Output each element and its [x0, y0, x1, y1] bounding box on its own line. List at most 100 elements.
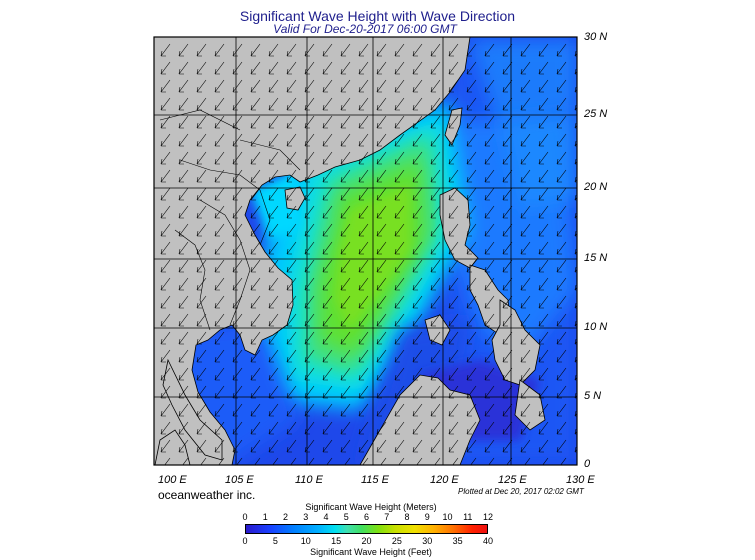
direction-arrow — [502, 439, 513, 453]
direction-arrow — [323, 457, 333, 465]
direction-arrow — [466, 259, 477, 273]
lat-label-5: 5 N — [584, 390, 602, 402]
direction-arrow — [412, 241, 423, 255]
direction-arrow — [214, 205, 225, 219]
direction-arrow — [376, 205, 387, 219]
direction-arrow — [304, 79, 315, 93]
direction-arrow — [556, 115, 567, 129]
direction-arrow — [412, 205, 423, 219]
direction-arrow — [196, 259, 207, 273]
colorbar-feet-tick: 35 — [452, 536, 463, 546]
colorbar-feet-tick: 30 — [422, 536, 433, 546]
direction-arrow — [322, 241, 333, 255]
direction-arrow — [431, 457, 441, 465]
direction-arrow — [196, 277, 207, 291]
direction-arrow — [376, 151, 387, 165]
direction-arrow — [538, 439, 549, 453]
direction-arrow — [394, 313, 405, 327]
direction-arrow — [412, 349, 423, 363]
direction-arrow — [214, 43, 225, 57]
direction-arrow — [268, 277, 279, 291]
direction-arrow — [520, 295, 531, 309]
direction-arrow — [304, 313, 315, 327]
direction-arrow — [250, 187, 261, 201]
direction-arrow — [160, 331, 171, 345]
direction-arrow — [394, 169, 405, 183]
direction-arrow — [160, 97, 171, 111]
direction-arrow — [250, 277, 261, 291]
lat-label-30: 30 N — [584, 31, 608, 43]
colorbar-meters-tick: 6 — [363, 512, 369, 522]
direction-arrow — [466, 169, 477, 183]
direction-arrow — [178, 115, 189, 129]
direction-arrow — [340, 187, 351, 201]
direction-arrow — [214, 439, 225, 453]
direction-arrow — [538, 133, 549, 147]
direction-arrow — [214, 403, 225, 417]
direction-arrow — [268, 241, 279, 255]
direction-arrow — [340, 349, 351, 363]
direction-arrow — [502, 385, 513, 399]
direction-arrow — [232, 349, 243, 363]
direction-arrow — [286, 313, 297, 327]
direction-arrow — [394, 403, 405, 417]
direction-arrow — [376, 259, 387, 273]
direction-arrow — [556, 223, 567, 237]
direction-arrow — [448, 169, 459, 183]
direction-arrow — [268, 403, 279, 417]
direction-arrow — [466, 97, 477, 111]
direction-arrow — [268, 169, 279, 183]
direction-arrow — [430, 151, 441, 165]
direction-arrow — [467, 457, 477, 465]
colorbar-feet-tick: 40 — [482, 536, 493, 546]
colorbar-meters-tick: 12 — [482, 512, 493, 522]
direction-arrow — [250, 79, 261, 93]
map-frame — [153, 36, 578, 466]
direction-arrow — [538, 151, 549, 165]
direction-arrow — [502, 133, 513, 147]
direction-arrow — [322, 133, 333, 147]
direction-arrow — [250, 115, 261, 129]
direction-arrow — [502, 331, 513, 345]
direction-arrow — [376, 277, 387, 291]
direction-arrow — [340, 97, 351, 111]
direction-arrow — [160, 115, 171, 129]
direction-arrow — [448, 295, 459, 309]
direction-arrow — [520, 151, 531, 165]
direction-arrow — [250, 259, 261, 273]
direction-arrow — [502, 79, 513, 93]
direction-arrow — [430, 187, 441, 201]
direction-arrow — [160, 385, 171, 399]
direction-arrow — [322, 313, 333, 327]
direction-arrow — [196, 223, 207, 237]
direction-arrow — [250, 205, 261, 219]
direction-arrow — [232, 187, 243, 201]
colorbar-meters-tick: 9 — [424, 512, 430, 522]
direction-arrow — [358, 223, 369, 237]
direction-arrow — [160, 403, 171, 417]
direction-arrow — [502, 43, 513, 57]
direction-arrow — [538, 79, 549, 93]
direction-arrow — [340, 331, 351, 345]
direction-arrow — [538, 385, 549, 399]
direction-arrow — [538, 43, 549, 57]
direction-arrow — [233, 457, 243, 465]
direction-arrow — [502, 223, 513, 237]
direction-arrow — [502, 295, 513, 309]
direction-arrow — [394, 421, 405, 435]
direction-arrow — [430, 169, 441, 183]
direction-arrow — [448, 205, 459, 219]
direction-arrow — [340, 61, 351, 75]
direction-arrow — [322, 349, 333, 363]
direction-arrow — [538, 187, 549, 201]
direction-arrow — [538, 421, 549, 435]
direction-arrow — [538, 277, 549, 291]
direction-arrow — [448, 223, 459, 237]
direction-arrow — [538, 205, 549, 219]
direction-arrow — [214, 259, 225, 273]
direction-arrow — [178, 97, 189, 111]
direction-arrow — [358, 115, 369, 129]
direction-arrow — [520, 205, 531, 219]
direction-arrow — [178, 61, 189, 75]
direction-arrow — [196, 367, 207, 381]
